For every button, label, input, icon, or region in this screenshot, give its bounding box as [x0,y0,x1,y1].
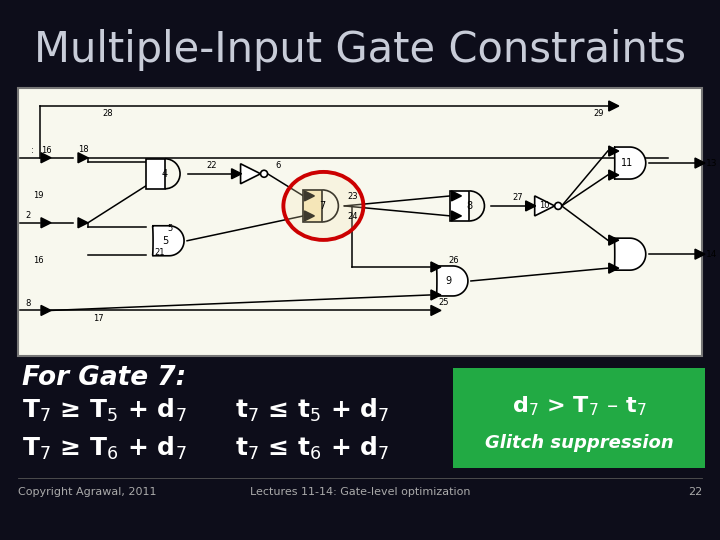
Polygon shape [609,263,618,273]
Polygon shape [609,235,618,245]
Polygon shape [609,101,618,111]
Text: 21: 21 [155,248,166,257]
Text: 18: 18 [78,145,89,154]
Text: 11: 11 [621,158,633,168]
Text: 26: 26 [449,256,459,266]
Polygon shape [41,218,51,228]
Text: 8: 8 [467,201,472,211]
Text: 5: 5 [162,236,168,246]
Text: 16: 16 [41,146,51,156]
Circle shape [261,170,268,177]
Text: d$_7$ > T$_7$ – t$_7$: d$_7$ > T$_7$ – t$_7$ [512,394,647,418]
Text: For Gate 7:: For Gate 7: [22,365,186,391]
Polygon shape [609,170,618,180]
Polygon shape [451,191,462,201]
Polygon shape [526,201,536,211]
Text: 10: 10 [539,201,550,211]
Polygon shape [232,169,242,179]
Text: 27: 27 [513,193,523,202]
Polygon shape [305,211,315,221]
Text: 14: 14 [706,249,718,259]
Text: t$_7$ ≤ t$_5$ + d$_7$: t$_7$ ≤ t$_5$ + d$_7$ [235,396,390,423]
Polygon shape [431,290,441,300]
Text: 19: 19 [32,191,43,200]
FancyBboxPatch shape [453,368,705,468]
Text: T$_7$ ≥ T$_6$ + d$_7$: T$_7$ ≥ T$_6$ + d$_7$ [22,434,186,462]
Text: Copyright Agrawal, 2011: Copyright Agrawal, 2011 [18,487,156,497]
Text: T$_7$ ≥ T$_5$ + d$_7$: T$_7$ ≥ T$_5$ + d$_7$ [22,396,186,423]
FancyBboxPatch shape [18,88,702,356]
Text: Glitch suppression: Glitch suppression [485,434,673,452]
Polygon shape [614,147,646,179]
Text: 24: 24 [347,212,358,221]
Text: 2: 2 [25,211,31,220]
Polygon shape [146,159,165,189]
Text: 4: 4 [162,169,168,179]
Polygon shape [695,158,705,168]
Text: t$_7$ ≤ t$_6$ + d$_7$: t$_7$ ≤ t$_6$ + d$_7$ [235,434,390,462]
Text: 25: 25 [438,299,449,307]
Polygon shape [78,153,88,163]
Polygon shape [153,226,184,256]
Circle shape [554,202,562,210]
Polygon shape [305,191,315,201]
Polygon shape [303,190,323,222]
Polygon shape [535,196,554,216]
Text: :: : [31,146,33,156]
Text: Multiple-Input Gate Constraints: Multiple-Input Gate Constraints [34,29,686,71]
Text: Lectures 11-14: Gate-level optimization: Lectures 11-14: Gate-level optimization [250,487,470,497]
Text: 29: 29 [593,110,604,118]
Polygon shape [41,153,51,163]
Polygon shape [240,164,261,184]
Polygon shape [451,191,469,221]
Text: 16: 16 [32,256,43,265]
Polygon shape [614,238,646,270]
Text: 5: 5 [168,224,173,233]
Text: 22: 22 [207,161,217,170]
Text: 17: 17 [93,314,103,323]
Text: 28: 28 [103,110,113,118]
Polygon shape [431,306,441,315]
Polygon shape [41,306,51,315]
Polygon shape [695,249,705,259]
Polygon shape [451,211,462,221]
Text: 22: 22 [688,487,702,497]
Polygon shape [436,266,468,296]
Text: 13: 13 [706,159,718,167]
Text: 8: 8 [25,299,31,308]
Polygon shape [78,218,88,228]
Polygon shape [609,146,618,156]
Text: 9: 9 [446,276,452,286]
Text: 6: 6 [276,161,282,170]
Polygon shape [431,262,441,272]
Text: 7: 7 [319,201,325,211]
Ellipse shape [284,172,364,240]
Text: 23: 23 [347,192,358,201]
